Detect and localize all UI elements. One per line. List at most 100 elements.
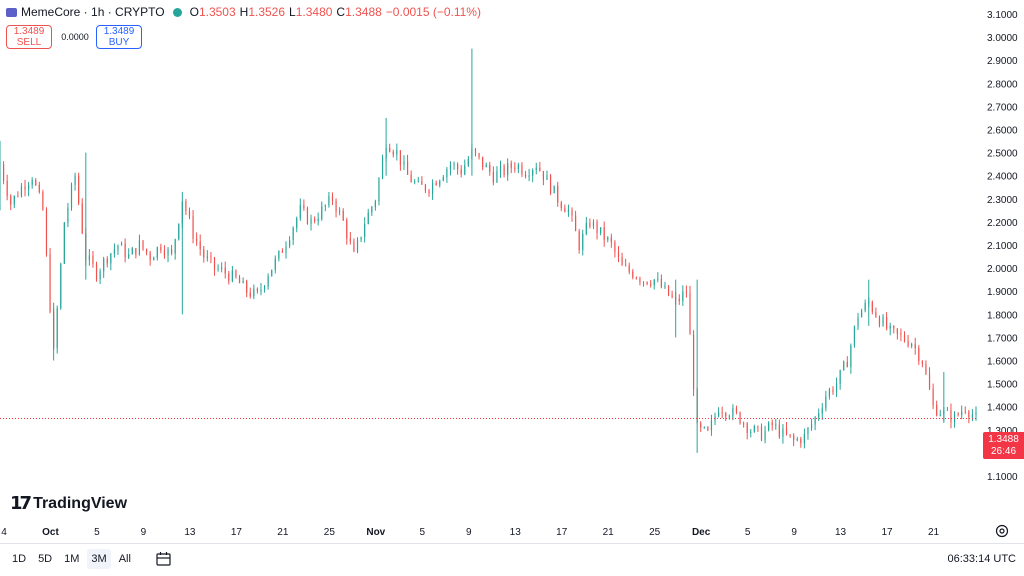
candle-body xyxy=(431,182,434,194)
range-all-button[interactable]: All xyxy=(118,552,131,565)
candle-body xyxy=(117,245,119,250)
time-axis: 4 Oct 5 9 13 17 21 25 Nov 5 9 13 17 21 25 Dec 5 9 13 17 21 xyxy=(1,527,939,538)
candle-body xyxy=(213,257,216,269)
candle-body xyxy=(78,175,80,204)
bar-countdown: 26:46 xyxy=(990,445,1017,457)
candle-body xyxy=(671,295,673,298)
candle-body xyxy=(893,326,895,329)
candle-body xyxy=(546,175,548,181)
time-tick-label: 21 xyxy=(277,527,289,538)
candle-body xyxy=(342,210,344,221)
candle-body xyxy=(178,223,180,240)
candle-body xyxy=(889,326,891,329)
candle-body xyxy=(360,237,362,240)
candle-body xyxy=(160,247,162,251)
candle-body xyxy=(228,273,230,282)
candle-body xyxy=(567,209,570,213)
symbol-title[interactable]: MemeCore · 1h · CRYPTO xyxy=(21,5,165,19)
range-1d-button[interactable]: 1D xyxy=(12,552,27,565)
symbol-legend: MemeCore · 1h · CRYPTO O 1.3503 H 1.3526 L… xyxy=(6,5,485,19)
candle-body xyxy=(67,207,69,223)
candle-body xyxy=(875,311,877,317)
candle-body xyxy=(467,158,469,166)
candle-body xyxy=(750,431,752,433)
candle-body xyxy=(832,389,834,392)
candle-body xyxy=(371,207,373,213)
candle-body xyxy=(650,284,652,286)
candle-body xyxy=(571,209,573,216)
candle-body xyxy=(810,424,813,428)
candle-body xyxy=(492,171,494,183)
market-status-icon[interactable] xyxy=(172,7,182,17)
candle-body xyxy=(771,422,773,426)
candle-body xyxy=(950,409,952,423)
candle-body xyxy=(199,241,201,250)
range-3m-button[interactable]: 3M xyxy=(87,548,111,569)
candle-body xyxy=(975,412,977,415)
price-tick-label: 1.8000 xyxy=(987,310,1018,321)
candle-body xyxy=(196,238,198,242)
time-tick-label: 4 xyxy=(1,527,7,538)
candle-body xyxy=(439,180,441,186)
candle-body xyxy=(403,161,405,165)
go-to-date-icon[interactable] xyxy=(155,551,173,567)
candle-body xyxy=(678,298,680,301)
price-tick-label: 3.0000 xyxy=(987,33,1018,44)
candle-body xyxy=(442,177,444,181)
price-axis: 3.1000 3.0000 2.9000 2.8000 2.7000 2.6000 2.50… xyxy=(987,10,1018,483)
candle-body xyxy=(474,148,477,154)
candle-body xyxy=(692,334,695,390)
high-label: H xyxy=(239,5,249,19)
candle-body xyxy=(735,408,738,413)
tradingview-logo[interactable]: 17 TradingView xyxy=(10,493,127,514)
candle-body xyxy=(796,438,798,441)
sell-button[interactable]: 1.3489 SELL xyxy=(6,25,52,49)
candle-body xyxy=(92,255,94,264)
candle-body xyxy=(410,174,412,183)
low-label: L xyxy=(289,5,296,19)
buy-button[interactable]: 1.3489 BUY xyxy=(96,25,142,49)
candle-body xyxy=(135,248,137,255)
candle-body xyxy=(285,246,287,253)
candle-body xyxy=(367,212,369,225)
candle-body xyxy=(485,164,487,168)
candle-body xyxy=(378,178,380,202)
candle-body xyxy=(557,185,559,203)
candle-body xyxy=(653,279,655,286)
candle-body xyxy=(549,175,552,194)
candle-body xyxy=(839,369,841,385)
price-tick-label: 2.3000 xyxy=(987,195,1018,206)
utc-clock[interactable]: 06:33:14 UTC xyxy=(947,552,1016,565)
buy-price: 1.3489 xyxy=(103,26,135,37)
candle-body xyxy=(846,361,848,368)
candle-body xyxy=(149,252,151,261)
candle-body xyxy=(928,373,931,390)
candle-body xyxy=(907,341,909,347)
candle-body xyxy=(714,416,716,421)
time-tick-label: 13 xyxy=(184,527,196,538)
range-5d-button[interactable]: 5D xyxy=(38,552,53,565)
candle-body xyxy=(60,263,62,309)
price-tick-label: 1.9000 xyxy=(987,287,1018,298)
candle-body xyxy=(346,220,348,239)
candle-body xyxy=(682,291,684,301)
candle-body xyxy=(499,166,502,172)
time-tick-label: 5 xyxy=(420,527,426,538)
chart-settings-icon[interactable] xyxy=(993,522,1011,540)
price-tick-label: 1.6000 xyxy=(987,357,1018,368)
candle-body xyxy=(667,285,670,296)
candle-body xyxy=(414,181,416,183)
candle-body xyxy=(864,302,866,311)
candle-body xyxy=(957,413,959,415)
candle-body xyxy=(617,251,620,257)
time-tick-label: 13 xyxy=(510,527,522,538)
candle-body xyxy=(314,218,316,222)
candle-body xyxy=(396,150,398,155)
candle-body xyxy=(646,281,648,285)
candle-body xyxy=(242,280,244,284)
bottom-toolbar: 1D 5D 1M 3M All 06:33:14 UTC xyxy=(0,543,1024,573)
range-1m-button[interactable]: 1M xyxy=(64,552,80,565)
candle-body xyxy=(263,286,266,290)
candle-body xyxy=(299,204,301,219)
